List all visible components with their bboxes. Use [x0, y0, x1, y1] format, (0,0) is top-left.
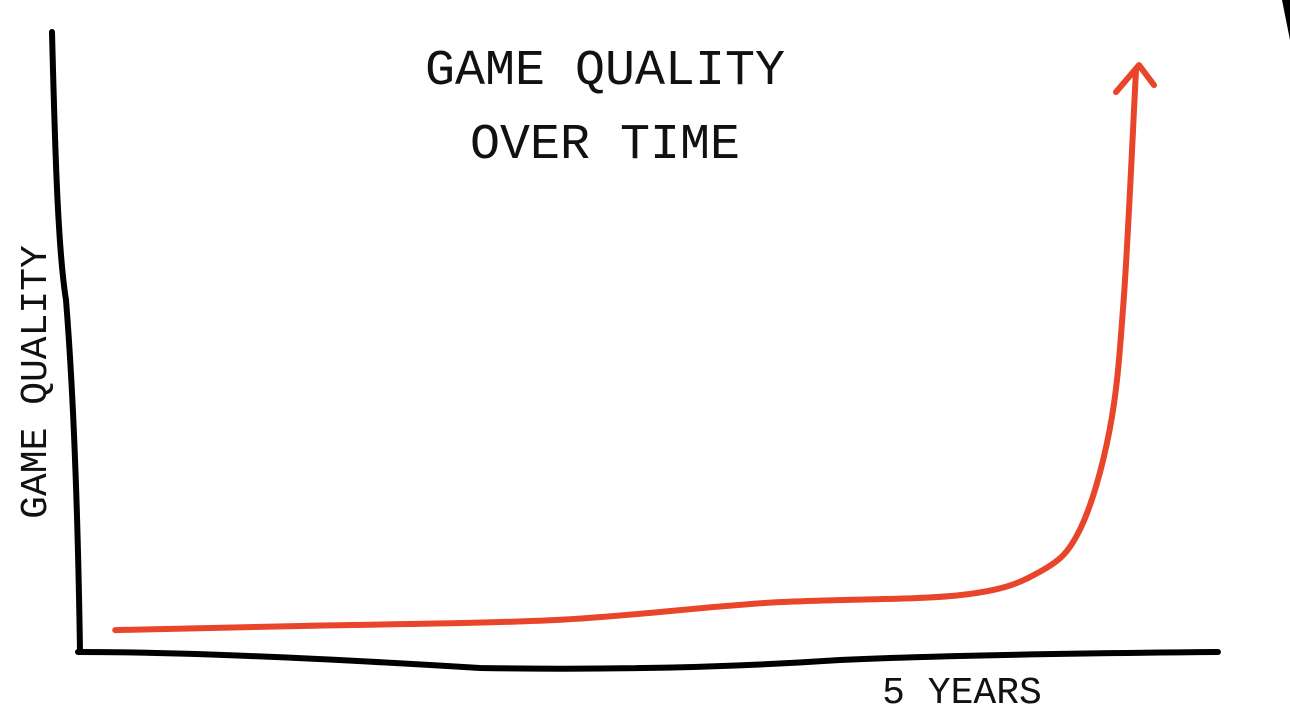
x-axis-label: 5 YEARS — [882, 672, 1042, 715]
chart-title-line-1: GAME QUALITY — [425, 43, 785, 100]
chart-title-line-2: OVER TIME — [470, 117, 740, 174]
arrowhead-icon — [1113, 62, 1157, 96]
y-axis-label: GAME QUALITY — [15, 245, 58, 519]
series-line — [112, 67, 1139, 634]
x-axis — [75, 649, 1221, 672]
right-edge-mark — [1282, 0, 1290, 40]
y-axis — [49, 29, 83, 655]
